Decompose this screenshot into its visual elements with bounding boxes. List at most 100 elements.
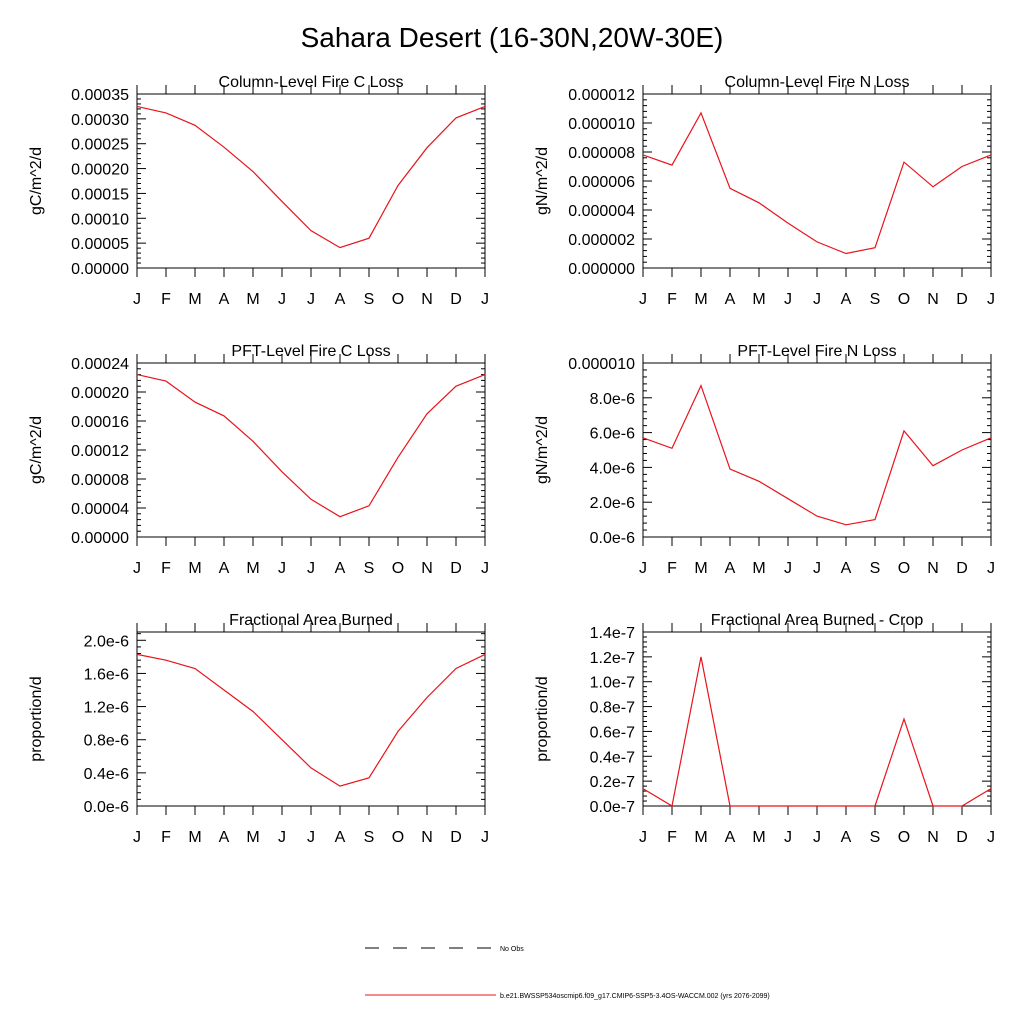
x-tick-label: A: [725, 560, 736, 577]
y-tick-label: 0.000008: [568, 145, 635, 162]
y-tick-label: 0.00004: [71, 501, 129, 518]
x-tick-label: O: [898, 829, 910, 846]
legend-label-model: b.e21.BWSSP534oscmip6.f09_g17.CMIP6-SSP5…: [500, 993, 770, 1000]
x-tick-label: J: [133, 560, 141, 577]
y-tick-label: 0.00010: [71, 211, 129, 228]
y-tick-label: 0.00035: [71, 87, 129, 104]
y-tick-label: 0.000010: [568, 356, 635, 373]
legend: No Obs b.e21.BWSSP534oscmip6.f09_g17.CMIP…: [365, 946, 770, 1000]
y-tick-label: 1.2e-7: [590, 650, 635, 667]
x-tick-label: J: [987, 560, 995, 577]
y-tick-label: 0.00016: [71, 414, 129, 431]
panel-3: PFT-Level Fire C Loss gC/m^2/d 0.00000 0.00…: [28, 343, 489, 577]
x-tick-label: J: [278, 291, 286, 308]
x-tick-label: M: [752, 291, 765, 308]
x-tick-label: J: [481, 829, 489, 846]
y-tick-label: 0.000006: [568, 174, 635, 191]
panel-6: Fractional Area Burned - Crop proportion/…: [534, 612, 995, 846]
y-tick-label: 1.6e-6: [84, 666, 129, 683]
y-axis-label: gN/m^2/d: [534, 416, 551, 484]
x-tick-label: O: [898, 560, 910, 577]
y-tick-label: 0.00020: [71, 385, 129, 402]
x-tick-label: N: [421, 829, 433, 846]
panel-5: Fractional Area Burned proportion/d 0.0e-6…: [28, 612, 489, 846]
x-tick-label: M: [188, 560, 201, 577]
y-tick-label: 0.000004: [568, 203, 635, 220]
panel-title: PFT-Level Fire C Loss: [231, 343, 390, 360]
series-line: [136, 374, 486, 518]
x-tick-label: M: [694, 829, 707, 846]
panel-title: Column-Level Fire N Loss: [725, 74, 910, 91]
series-line: [136, 105, 486, 249]
y-tick-label: 1.4e-7: [590, 625, 635, 642]
y-tick-label: 0.00015: [71, 186, 129, 203]
x-tick-label: N: [927, 560, 939, 577]
x-tick-label: N: [421, 560, 433, 577]
x-tick-label: O: [392, 291, 404, 308]
y-tick-label: 0.2e-7: [590, 774, 635, 791]
x-tick-label: M: [694, 291, 707, 308]
panel-title: Fractional Area Burned: [229, 612, 393, 629]
x-tick-label: J: [639, 291, 647, 308]
y-tick-label: 1.2e-6: [84, 700, 129, 717]
x-tick-label: M: [694, 560, 707, 577]
series-line: [642, 383, 992, 526]
x-tick-label: M: [246, 829, 259, 846]
x-tick-label: J: [784, 829, 792, 846]
x-tick-label: J: [987, 829, 995, 846]
y-tick-label: 0.0e-6: [590, 530, 635, 547]
x-tick-label: F: [161, 291, 171, 308]
panel-4: PFT-Level Fire N Loss gN/m^2/d 0.0e-6 2.0e-…: [534, 343, 995, 577]
x-tick-label: J: [278, 829, 286, 846]
x-tick-label: A: [841, 291, 852, 308]
x-tick-label: F: [667, 829, 677, 846]
x-tick-label: J: [639, 829, 647, 846]
panel-1: Column-Level Fire C Loss gC/m^2/d 0.00000 0…: [28, 74, 489, 308]
x-tick-label: M: [246, 291, 259, 308]
x-tick-label: A: [219, 291, 230, 308]
x-tick-label: A: [725, 829, 736, 846]
x-tick-label: J: [784, 560, 792, 577]
legend-label-obs: No Obs: [500, 946, 524, 953]
x-tick-label: O: [898, 291, 910, 308]
y-tick-label: 0.0e-6: [84, 799, 129, 816]
panel-title: Fractional Area Burned - Crop: [711, 612, 924, 629]
x-tick-label: O: [392, 829, 404, 846]
x-tick-label: D: [956, 560, 968, 577]
panel-2: Column-Level Fire N Loss gN/m^2/d 0.000000…: [534, 74, 995, 308]
x-tick-label: J: [987, 291, 995, 308]
x-tick-label: A: [219, 560, 230, 577]
x-tick-label: J: [481, 560, 489, 577]
y-tick-label: 0.00000: [71, 261, 129, 278]
x-tick-label: A: [219, 829, 230, 846]
y-tick-label: 0.4e-7: [590, 749, 635, 766]
y-tick-label: 2.0e-6: [84, 633, 129, 650]
y-tick-label: 6.0e-6: [590, 426, 635, 443]
y-tick-label: 0.8e-6: [84, 733, 129, 750]
x-tick-label: N: [421, 291, 433, 308]
series-line: [136, 653, 486, 787]
plot-frame: [136, 93, 486, 269]
y-tick-label: 0.0e-7: [590, 799, 635, 816]
y-axis-label: proportion/d: [534, 676, 551, 761]
x-tick-label: S: [364, 560, 375, 577]
y-tick-label: 0.00024: [71, 356, 129, 373]
y-tick-label: 0.000010: [568, 116, 635, 133]
x-tick-label: A: [841, 829, 852, 846]
y-axis-label: gN/m^2/d: [534, 147, 551, 215]
y-axis-label: proportion/d: [28, 676, 45, 761]
y-tick-label: 0.00025: [71, 137, 129, 154]
x-tick-label: J: [639, 560, 647, 577]
x-tick-label: J: [813, 291, 821, 308]
y-tick-label: 0.00000: [71, 530, 129, 547]
x-tick-label: J: [307, 829, 315, 846]
y-tick-label: 4.0e-6: [590, 460, 635, 477]
x-tick-label: J: [133, 291, 141, 308]
x-tick-label: S: [364, 829, 375, 846]
plot-frame: [642, 362, 992, 538]
x-tick-label: A: [841, 560, 852, 577]
x-tick-label: M: [188, 829, 201, 846]
x-tick-label: F: [161, 829, 171, 846]
y-tick-label: 0.4e-6: [84, 766, 129, 783]
